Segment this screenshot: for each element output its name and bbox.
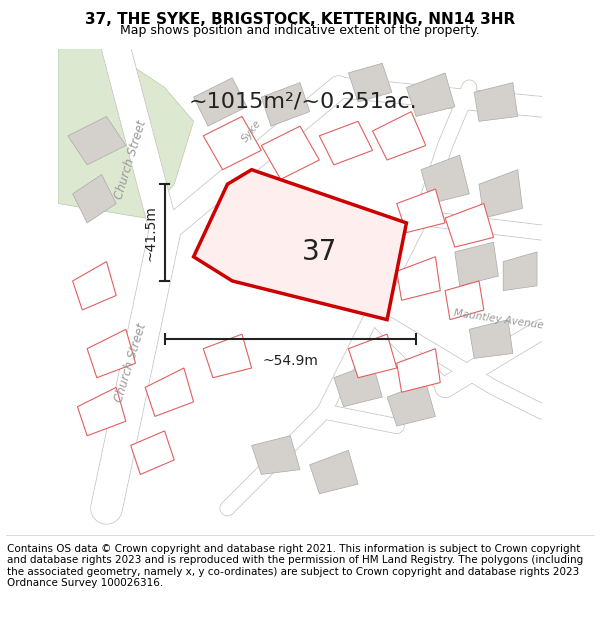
Polygon shape xyxy=(406,73,455,116)
Polygon shape xyxy=(445,281,484,319)
Polygon shape xyxy=(319,121,373,165)
Text: Map shows position and indicative extent of the property.: Map shows position and indicative extent… xyxy=(120,24,480,36)
Text: Contains OS data © Crown copyright and database right 2021. This information is : Contains OS data © Crown copyright and d… xyxy=(7,544,583,588)
Polygon shape xyxy=(58,49,194,218)
Text: ~41.5m: ~41.5m xyxy=(143,204,157,261)
Polygon shape xyxy=(203,116,261,169)
Polygon shape xyxy=(397,189,445,232)
Polygon shape xyxy=(474,82,518,121)
Polygon shape xyxy=(131,431,174,474)
Polygon shape xyxy=(251,436,300,474)
Polygon shape xyxy=(68,116,126,165)
Polygon shape xyxy=(349,334,397,378)
Text: ~1015m²/~0.251ac.: ~1015m²/~0.251ac. xyxy=(189,92,418,112)
Polygon shape xyxy=(421,155,469,204)
Polygon shape xyxy=(387,382,436,426)
Polygon shape xyxy=(203,334,251,378)
Polygon shape xyxy=(373,112,426,160)
Text: Church Street: Church Street xyxy=(112,322,149,404)
Polygon shape xyxy=(261,126,319,179)
Polygon shape xyxy=(455,242,499,286)
Polygon shape xyxy=(145,368,194,416)
Polygon shape xyxy=(397,257,440,300)
Text: Mauntley Avenue: Mauntley Avenue xyxy=(453,308,544,331)
Polygon shape xyxy=(503,252,537,291)
Polygon shape xyxy=(194,169,406,319)
Polygon shape xyxy=(445,204,493,247)
Polygon shape xyxy=(397,349,440,392)
Polygon shape xyxy=(73,174,116,223)
Text: Church Street: Church Street xyxy=(112,119,149,201)
Text: Syke: Syke xyxy=(240,118,263,144)
Polygon shape xyxy=(469,319,513,358)
Polygon shape xyxy=(194,78,247,126)
Polygon shape xyxy=(349,63,392,102)
Polygon shape xyxy=(261,82,310,126)
Text: 37: 37 xyxy=(302,238,337,266)
Polygon shape xyxy=(310,450,358,494)
Polygon shape xyxy=(73,262,116,310)
Polygon shape xyxy=(87,329,136,378)
Polygon shape xyxy=(479,169,523,218)
Polygon shape xyxy=(334,363,382,407)
Text: 37, THE SYKE, BRIGSTOCK, KETTERING, NN14 3HR: 37, THE SYKE, BRIGSTOCK, KETTERING, NN14… xyxy=(85,12,515,27)
Text: ~54.9m: ~54.9m xyxy=(262,354,318,367)
Polygon shape xyxy=(77,388,126,436)
